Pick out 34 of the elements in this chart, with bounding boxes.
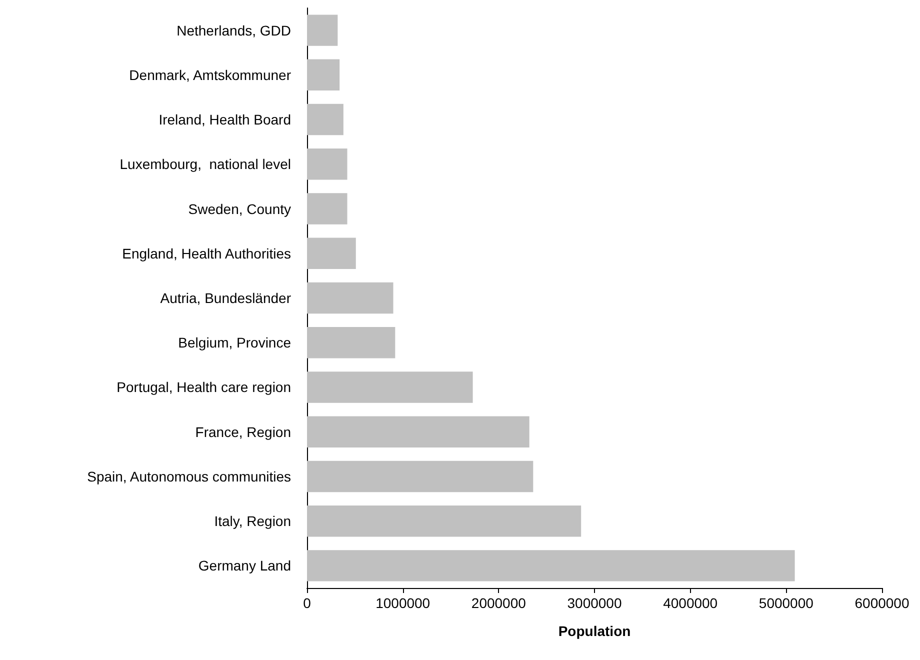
bar xyxy=(307,282,394,314)
y-tick-label: Autria, Bundesländer xyxy=(160,290,292,306)
bar xyxy=(307,460,534,492)
y-tick-label: Luxembourg, national level xyxy=(120,156,291,172)
bar xyxy=(307,550,795,582)
y-tick-label: Portugal, Health care region xyxy=(116,379,291,396)
bar xyxy=(307,193,348,224)
bar xyxy=(307,104,344,136)
bar xyxy=(307,505,582,537)
x-tick-label: 6000000 xyxy=(854,595,910,611)
x-tick-label: 4000000 xyxy=(663,595,718,611)
y-tick-label: Ireland, Health Board xyxy=(158,112,291,128)
x-axis-title: Population xyxy=(558,623,631,639)
x-tick-label: 0 xyxy=(303,595,312,611)
y-tick-label: Netherlands, GDD xyxy=(176,22,291,38)
y-tick-label: Spain, Autonomous communities xyxy=(87,468,291,484)
y-tick-label: England, Health Authorities xyxy=(122,245,291,262)
y-tick-label: Sweden, County xyxy=(188,200,291,217)
bar xyxy=(307,238,356,269)
y-tick-label: Belgium, Province xyxy=(178,334,292,351)
y-tick-label: France, Region xyxy=(195,424,291,440)
x-tick-label: 5000000 xyxy=(758,595,814,611)
x-tick-label: 1000000 xyxy=(376,595,430,611)
y-tick-label: Italy, Region xyxy=(214,513,291,530)
bar xyxy=(307,14,338,46)
y-tick-label: Denmark, Amtskommuner xyxy=(129,66,292,83)
bar xyxy=(307,416,530,448)
bar xyxy=(307,372,473,403)
bar xyxy=(307,148,348,180)
bar xyxy=(307,59,340,91)
bar xyxy=(307,327,396,358)
x-tick-label: 3000000 xyxy=(567,595,622,611)
x-tick-label: 2000000 xyxy=(471,595,526,611)
y-tick-label: Germany Land xyxy=(198,558,291,574)
